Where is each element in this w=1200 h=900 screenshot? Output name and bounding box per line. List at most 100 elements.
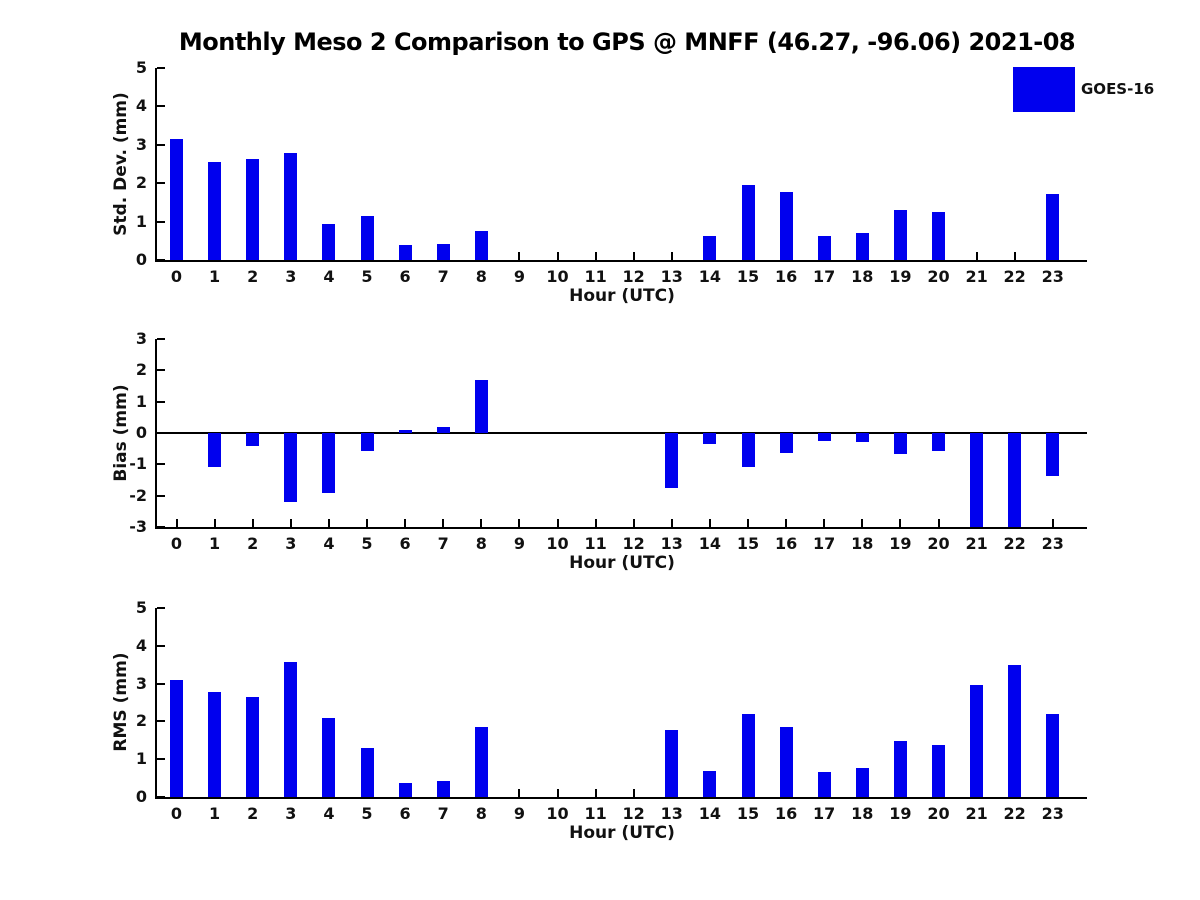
x-tick-label: 8 [475,534,487,553]
x-tick-label: 7 [437,534,449,553]
x-tick-label: 6 [399,267,411,286]
bar [1008,433,1022,527]
bar [893,741,907,797]
legend-swatch-goes16 [1013,67,1075,112]
bar [398,782,412,797]
x-tick [632,252,635,260]
y-tick-label: 0 [135,250,147,269]
y-tick-label: 4 [135,96,147,116]
bar [817,433,831,441]
x-tick [708,519,711,527]
std-dev-plot-area: Hour (UTC) 0 1 2 3 4 5 0 1 2 3 4 5 6 7 8 9 10 11 12 13 14 15 1… [136,58,1087,306]
x-tick-label: 19 [889,267,912,286]
bar [322,223,336,260]
x-tick [594,252,597,260]
y-tick [157,682,165,685]
x-tick-label: 5 [361,534,373,553]
y-tick [157,105,165,108]
y-tick-label: 3 [135,329,147,348]
x-tick-label: 0 [170,804,183,823]
x-tick [442,519,445,527]
x-tick [175,519,178,527]
x-tick-label: 22 [1003,534,1026,553]
x-tick-label: 9 [513,804,525,823]
x-tick [404,519,407,527]
bar [284,662,298,797]
bar [1046,193,1060,260]
bar [246,433,260,447]
x-tick [480,519,483,527]
bar [208,433,222,467]
x-tick [937,519,940,527]
x-tick-label: 11 [584,534,607,553]
y-axis-label-rms: RMS (mm) [111,652,131,752]
chart-title: Monthly Meso 2 Comparison to GPS @ MNFF … [178,28,1076,56]
y-tick [157,143,165,146]
bar [474,379,488,433]
x-tick-label: 11 [584,267,607,286]
x-tick-label: 10 [546,804,569,823]
bar [360,433,374,451]
x-tick-label: 15 [736,267,760,286]
bar [855,767,869,797]
bar [1046,433,1060,477]
x-tick [1013,252,1016,260]
x-tick [899,519,902,527]
x-tick [1051,519,1054,527]
bar [779,433,793,453]
x-tick [594,789,597,797]
x-tick-label: 1 [209,267,221,286]
y-tick [157,758,165,761]
y-tick-label: 1 [135,391,147,411]
bar [817,772,831,797]
x-tick [556,252,559,260]
y-tick-label: 1 [135,749,147,769]
x-tick-label: 10 [546,267,569,286]
bar [741,713,755,797]
y-tick-label: 4 [135,635,147,655]
y-tick [157,644,165,647]
x-tick-label: 18 [851,804,874,823]
x-tick-label: 12 [622,534,645,553]
x-tick-label: 16 [774,804,798,823]
y-tick [157,526,165,528]
rms-plot-area: Hour (UTC) 0 1 2 3 4 5 0 1 2 3 4 5 6 7 8 9 10 11 12 13 14 15 1… [136,598,1087,843]
x-tick-label: 19 [889,804,912,823]
bar [474,231,488,260]
x-tick-label: 14 [698,267,722,286]
x-tick [556,789,559,797]
y-tick-label: -1 [129,454,147,474]
y-tick [157,720,165,723]
bar [208,691,222,797]
bar [703,235,717,260]
x-tick [747,519,749,527]
bar [779,191,793,260]
x-tick-label: 14 [698,534,722,553]
x-tick-label: 22 [1003,804,1026,823]
x-axis-label-rms: Hour (UTC) [569,823,675,843]
bar [1046,713,1060,797]
x-tick-label: 16 [774,534,798,553]
x-tick-label: 18 [851,267,874,286]
x-tick-label: 21 [965,267,988,286]
x-tick-label: 3 [285,267,297,286]
bar [817,236,831,260]
x-axis-label-std-dev: Hour (UTC) [569,286,675,306]
x-tick-label: 15 [736,804,760,823]
y-tick [157,220,165,223]
x-tick-label: 22 [1003,267,1026,286]
x-tick [632,789,635,797]
bar [741,433,755,467]
y-tick [157,338,165,340]
bar [932,433,945,451]
y-tick [157,67,165,69]
x-tick-label: 21 [965,534,988,553]
x-tick-label: 9 [513,534,525,553]
y-tick-label: 3 [135,673,147,693]
bar [360,747,374,797]
bar [170,139,183,260]
x-tick-label: 0 [170,267,183,286]
bar [665,433,679,488]
x-tick [670,519,673,527]
bar [170,679,183,797]
